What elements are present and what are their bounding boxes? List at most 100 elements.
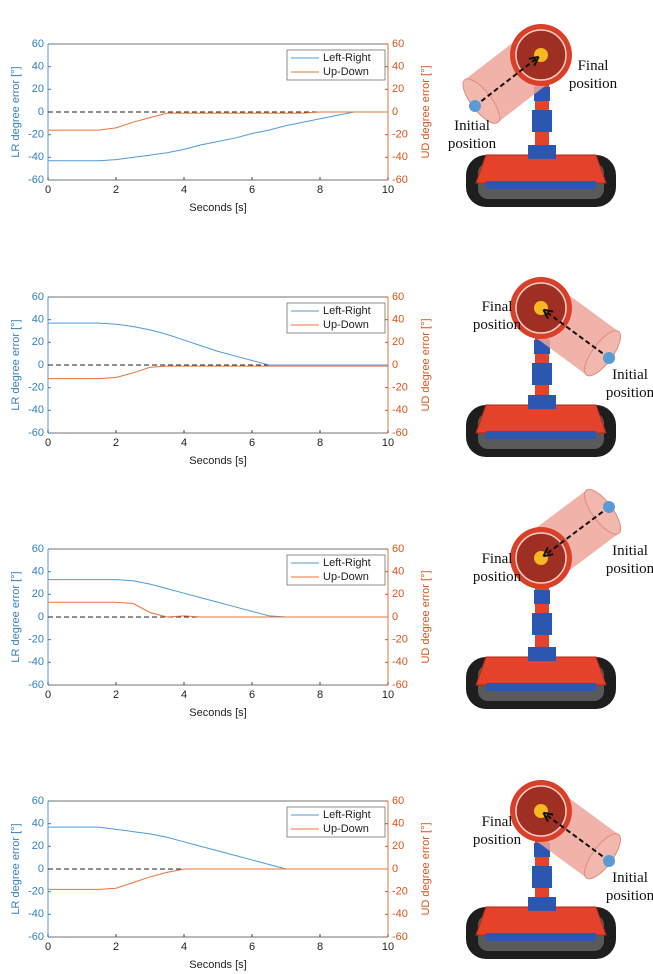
robot-mast-block bbox=[534, 590, 550, 604]
robot-platform bbox=[476, 907, 606, 935]
x-tick-label: 8 bbox=[317, 437, 323, 449]
x-axis-label: Seconds [s] bbox=[189, 959, 246, 971]
y2-tick-label: 60 bbox=[392, 38, 404, 50]
y-tick-label: 40 bbox=[32, 818, 44, 830]
y-tick-label: -20 bbox=[28, 129, 44, 141]
y2-tick-label: 0 bbox=[392, 863, 398, 875]
y2-tick-label: -20 bbox=[392, 634, 408, 646]
initial-dot bbox=[603, 855, 615, 867]
y-axis-label: LR degree error [°] bbox=[10, 66, 22, 157]
y2-tick-label: -60 bbox=[392, 679, 408, 691]
y2-tick-label: -60 bbox=[392, 174, 408, 186]
x-tick-label: 8 bbox=[317, 689, 323, 701]
y-tick-label: 0 bbox=[38, 611, 44, 623]
initial-dot bbox=[603, 352, 615, 364]
y2-tick-label: 40 bbox=[392, 818, 404, 830]
y-tick-label: 20 bbox=[32, 83, 44, 95]
legend-label: Up-Down bbox=[323, 319, 369, 331]
legend-label: Up-Down bbox=[323, 66, 369, 78]
x-tick-label: 2 bbox=[113, 437, 119, 449]
y-tick-label: 40 bbox=[32, 314, 44, 326]
initial-label: Initial position bbox=[595, 366, 653, 402]
robot-platform bbox=[476, 657, 606, 685]
y-tick-label: 0 bbox=[38, 863, 44, 875]
x-tick-label: 2 bbox=[113, 184, 119, 196]
y2-tick-label: 20 bbox=[392, 83, 404, 95]
legend-label: Left-Right bbox=[323, 52, 371, 64]
y2-axis-label: UD degree error [°] bbox=[420, 822, 432, 915]
y2-tick-label: -20 bbox=[392, 129, 408, 141]
y-tick-label: 20 bbox=[32, 336, 44, 348]
final-label: Final position bbox=[558, 57, 628, 93]
y2-tick-label: -60 bbox=[392, 427, 408, 439]
y-tick-label: 40 bbox=[32, 61, 44, 73]
data-line bbox=[48, 112, 388, 130]
y2-axis-label: UD degree error [°] bbox=[420, 65, 432, 158]
y-tick-label: 20 bbox=[32, 588, 44, 600]
y-tick-label: -20 bbox=[28, 634, 44, 646]
y-tick-label: -60 bbox=[28, 427, 44, 439]
initial-dot bbox=[603, 501, 615, 513]
y-tick-label: 0 bbox=[38, 106, 44, 118]
x-tick-label: 0 bbox=[45, 184, 51, 196]
y2-tick-label: 40 bbox=[392, 61, 404, 73]
y2-tick-label: 40 bbox=[392, 566, 404, 578]
x-tick-label: 4 bbox=[181, 941, 187, 953]
final-label: Final position bbox=[462, 298, 532, 334]
y-axis-label: LR degree error [°] bbox=[10, 571, 22, 662]
y-tick-label: -40 bbox=[28, 908, 44, 920]
robot-mast-block bbox=[532, 613, 552, 635]
x-axis-label: Seconds [s] bbox=[189, 455, 246, 467]
y2-tick-label: -40 bbox=[392, 404, 408, 416]
x-tick-label: 2 bbox=[113, 941, 119, 953]
legend-label: Left-Right bbox=[323, 809, 371, 821]
x-tick-label: 6 bbox=[249, 689, 255, 701]
y2-tick-label: -40 bbox=[392, 908, 408, 920]
y-tick-label: 40 bbox=[32, 566, 44, 578]
y-tick-label: -60 bbox=[28, 931, 44, 943]
y-tick-label: -40 bbox=[28, 656, 44, 668]
legend-label: Left-Right bbox=[323, 557, 371, 569]
y-tick-label: -20 bbox=[28, 886, 44, 898]
data-line bbox=[48, 112, 388, 161]
robot-platform bbox=[476, 405, 606, 433]
y-tick-label: 0 bbox=[38, 359, 44, 371]
y-tick-label: 60 bbox=[32, 795, 44, 807]
y2-tick-label: 60 bbox=[392, 543, 404, 555]
robot-platform-edge bbox=[486, 181, 596, 189]
y-tick-label: -40 bbox=[28, 151, 44, 163]
y2-tick-label: 20 bbox=[392, 336, 404, 348]
y2-tick-label: 20 bbox=[392, 588, 404, 600]
y2-tick-label: -60 bbox=[392, 931, 408, 943]
robot-mast-block bbox=[532, 110, 552, 132]
final-label: Final position bbox=[462, 813, 532, 849]
y-axis-label: LR degree error [°] bbox=[10, 823, 22, 914]
robot-mast-base bbox=[528, 647, 556, 661]
robot-mast-base bbox=[528, 897, 556, 911]
x-axis-label: Seconds [s] bbox=[189, 202, 246, 214]
y-tick-label: -40 bbox=[28, 404, 44, 416]
x-tick-label: 4 bbox=[181, 437, 187, 449]
y-tick-label: -60 bbox=[28, 679, 44, 691]
y-tick-label: 60 bbox=[32, 291, 44, 303]
legend-label: Up-Down bbox=[323, 571, 369, 583]
y2-tick-label: 0 bbox=[392, 611, 398, 623]
robot-mast-block bbox=[532, 363, 552, 385]
y-tick-label: -60 bbox=[28, 174, 44, 186]
y2-axis-label: UD degree error [°] bbox=[420, 570, 432, 663]
robot-platform bbox=[476, 155, 606, 183]
y2-tick-label: 0 bbox=[392, 106, 398, 118]
robot-mast-base bbox=[528, 395, 556, 409]
initial-label: Initial position bbox=[595, 542, 653, 578]
y2-tick-label: 20 bbox=[392, 840, 404, 852]
robot-platform-edge bbox=[486, 933, 596, 941]
y-tick-label: 60 bbox=[32, 38, 44, 50]
x-tick-label: 0 bbox=[45, 941, 51, 953]
y2-tick-label: 0 bbox=[392, 359, 398, 371]
robot-mast-base bbox=[528, 145, 556, 159]
x-tick-label: 6 bbox=[249, 437, 255, 449]
y-axis-label: LR degree error [°] bbox=[10, 319, 22, 410]
legend-label: Left-Right bbox=[323, 305, 371, 317]
y-tick-label: 60 bbox=[32, 543, 44, 555]
y2-axis-label: UD degree error [°] bbox=[420, 318, 432, 411]
